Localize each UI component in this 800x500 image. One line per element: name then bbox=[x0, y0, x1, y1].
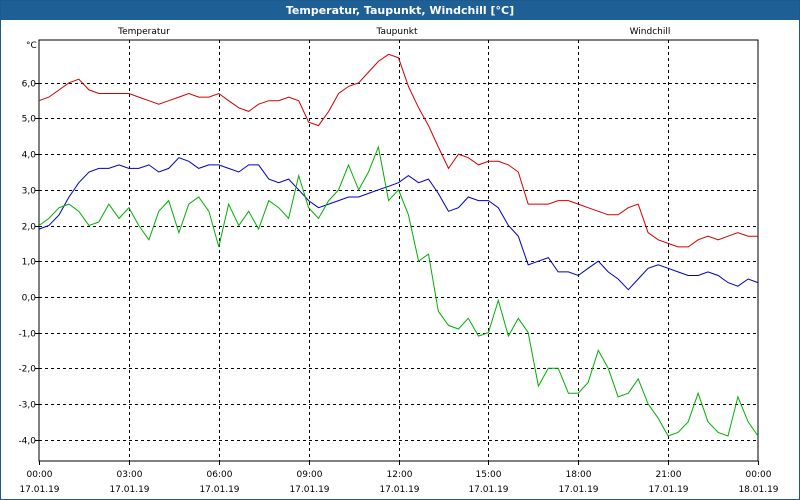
series-line-taupunkt bbox=[38, 157, 759, 291]
x-tick-date: 18.01.19 bbox=[738, 485, 778, 495]
y-tick-label: -1,0 bbox=[18, 330, 36, 340]
legend-item-windchill: Windchill bbox=[630, 27, 671, 37]
x-tick-date: 17.01.19 bbox=[558, 485, 598, 495]
y-tick-label: -3,0 bbox=[18, 401, 36, 411]
y-tick-label: 5,0 bbox=[22, 115, 37, 125]
x-tick-time: 09:00 bbox=[297, 470, 323, 480]
x-axis-ticks: 00:00 17.01.19 03:00 17.01.19 06:00 17.01.19 0… bbox=[19, 461, 779, 495]
y-tick-label: 0,0 bbox=[22, 294, 37, 304]
x-tick-date: 17.01.19 bbox=[109, 485, 149, 495]
series-lines bbox=[38, 53, 759, 437]
x-tick-time: 18:00 bbox=[566, 470, 592, 480]
legend-item-temperatur: Temperatur bbox=[117, 27, 170, 37]
series-line-temperatur bbox=[38, 53, 758, 248]
y-tick-label: -4,0 bbox=[18, 437, 36, 447]
x-tick-time: 00:00 bbox=[746, 470, 772, 480]
x-tick-date: 17.01.19 bbox=[289, 485, 329, 495]
window-title: Temperatur, Taupunkt, Windchill [°C] bbox=[1, 1, 799, 20]
series-line-windchill bbox=[38, 145, 759, 437]
y-tick-label: 2,0 bbox=[22, 223, 37, 233]
y-axis-ticks: 6,0 5,0 4,0 3,0 2,0 1,0 0,0 -1,0 -2,0 -3,0 -4,0 bbox=[18, 80, 39, 447]
grid-lines bbox=[39, 40, 758, 461]
legend: Temperatur Taupunkt Windchill bbox=[117, 27, 670, 37]
x-tick-date: 17.01.19 bbox=[19, 485, 59, 495]
y-tick-label: 3,0 bbox=[22, 187, 37, 197]
x-tick-time: 21:00 bbox=[656, 470, 682, 480]
x-tick-time: 03:00 bbox=[117, 470, 143, 480]
legend-item-taupunkt: Taupunkt bbox=[375, 27, 418, 37]
y-tick-label: -2,0 bbox=[18, 365, 36, 375]
x-tick-time: 06:00 bbox=[207, 470, 233, 480]
y-tick-label: 4,0 bbox=[22, 151, 37, 161]
x-tick-time: 15:00 bbox=[476, 470, 502, 480]
x-tick-time: 00:00 bbox=[27, 470, 53, 480]
x-tick-date: 17.01.19 bbox=[199, 485, 239, 495]
y-tick-label: 6,0 bbox=[22, 80, 37, 90]
x-tick-date: 17.01.19 bbox=[379, 485, 419, 495]
y-tick-label: 1,0 bbox=[22, 258, 37, 268]
y-axis-label: °C bbox=[26, 41, 37, 51]
plot-frame bbox=[38, 39, 759, 462]
x-tick-date: 17.01.19 bbox=[648, 485, 688, 495]
x-tick-date: 17.01.19 bbox=[468, 485, 508, 495]
x-tick-time: 12:00 bbox=[387, 470, 413, 480]
